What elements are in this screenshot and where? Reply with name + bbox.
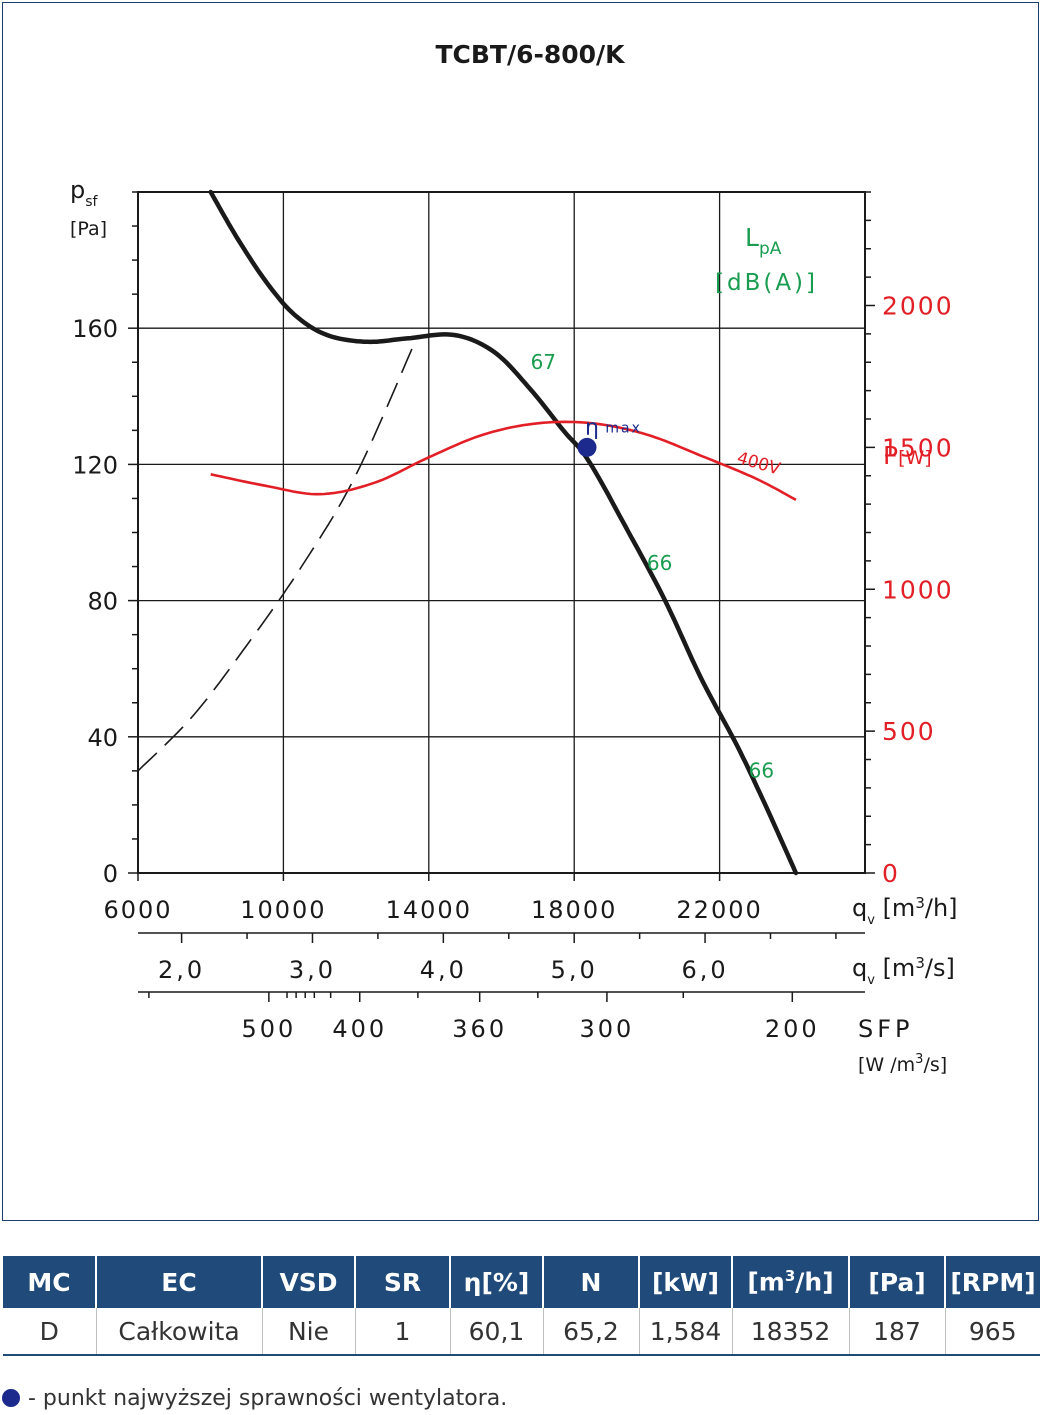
sfp-tick-label: 200	[765, 1015, 820, 1043]
m3s-tick-label: 2,0	[158, 956, 205, 984]
noise-axis-label: LpA	[745, 223, 782, 259]
sfp-tick-label: 360	[452, 1015, 507, 1043]
y-tick-label: 120	[72, 451, 118, 479]
max-efficiency-point	[577, 437, 597, 457]
footnote-text: - punkt najwyższej sprawności wentylator…	[28, 1386, 508, 1411]
header-efficiency: η[%]	[450, 1256, 544, 1308]
noise-axis-unit: [dB(A)]	[715, 270, 818, 296]
y-tick-label: 0	[103, 860, 118, 888]
y-axis-unit: [Pa]	[70, 218, 107, 240]
table-header-row: MC EC VSD SR η[%] N [kW] [m3/h] [Pa] [RP…	[3, 1256, 1040, 1308]
table-row: D Całkowita Nie 1 60,1 65,2 1,584 18352 …	[3, 1308, 1040, 1356]
m3s-tick-label: 6,0	[681, 956, 728, 984]
power-tick-label: 0	[882, 859, 900, 888]
noise-level-label: 66	[749, 759, 774, 783]
cell-vsd: Nie	[262, 1308, 356, 1356]
power-curve-400v	[210, 420, 797, 502]
noise-level-label: 67	[531, 350, 556, 374]
y-axis-label: psf	[70, 176, 99, 210]
cell-efficiency: 60,1	[450, 1308, 544, 1356]
header-mc: MC	[3, 1256, 97, 1308]
power-tick-label: 1500	[882, 433, 954, 462]
x-tick-label: 6000	[103, 896, 172, 924]
max-efficiency-label: η max	[585, 415, 642, 440]
m3s-tick-label: 4,0	[420, 956, 467, 984]
x-tick-label: 18000	[531, 896, 617, 924]
header-flow: [m3/h]	[732, 1256, 850, 1308]
header-pressure: [Pa]	[849, 1256, 946, 1308]
header-n: N	[543, 1256, 640, 1308]
noise-level-label: 66	[647, 551, 672, 575]
m3s-tick-label: 5,0	[551, 956, 598, 984]
system-curve	[137, 334, 419, 772]
cell-n: 65,2	[543, 1308, 640, 1356]
x-axis-label-m3s: qv [m3/s]	[852, 954, 955, 988]
x-tick-label: 22000	[676, 896, 762, 924]
header-power: [kW]	[639, 1256, 733, 1308]
power-tick-label: 2000	[882, 292, 954, 321]
cell-sr: 1	[355, 1308, 451, 1356]
x-tick-label: 14000	[386, 896, 472, 924]
sfp-tick-label: 400	[332, 1015, 387, 1043]
x-axis-label-m3h: qv [m3/h]	[852, 894, 958, 928]
cell-flow: 18352	[732, 1308, 850, 1356]
chart-title: TCBT/6-800/K	[435, 40, 626, 69]
power-series-label: 400V	[735, 448, 783, 479]
header-vsd: VSD	[262, 1256, 356, 1308]
sfp-axis-unit: [W /m3/s]	[858, 1052, 947, 1076]
header-rpm: [RPM]	[945, 1256, 1040, 1308]
cell-mc: D	[3, 1308, 97, 1356]
header-ec: EC	[96, 1256, 263, 1308]
chart-frame	[2, 2, 1039, 1221]
m3s-tick-label: 3,0	[289, 956, 336, 984]
y-tick-label: 160	[72, 315, 118, 343]
footnote: - punkt najwyższej sprawności wentylator…	[2, 1386, 507, 1411]
y-tick-label: 40	[87, 724, 118, 752]
pressure-curve	[208, 189, 799, 876]
y-tick-label: 80	[87, 588, 118, 616]
power-tick-label: 500	[882, 717, 936, 746]
sfp-tick-label: 500	[241, 1015, 296, 1043]
cell-power: 1,584	[639, 1308, 733, 1356]
cell-rpm: 965	[945, 1308, 1040, 1356]
spec-table: MC EC VSD SR η[%] N [kW] [m3/h] [Pa] [RP…	[3, 1256, 1040, 1356]
cell-pressure: 187	[849, 1308, 946, 1356]
x-tick-label: 10000	[240, 896, 326, 924]
sfp-axis-label: SFP	[858, 1015, 914, 1043]
performance-chart: TCBT/6-800/K 0 40 80 120 160 psf [Pa] 0 500 1000 15…	[70, 40, 958, 1076]
sfp-tick-label: 300	[580, 1015, 635, 1043]
power-tick-label: 1000	[882, 575, 954, 604]
cell-ec: Całkowita	[96, 1308, 263, 1356]
header-sr: SR	[355, 1256, 451, 1308]
max-efficiency-dot-icon	[2, 1389, 20, 1407]
